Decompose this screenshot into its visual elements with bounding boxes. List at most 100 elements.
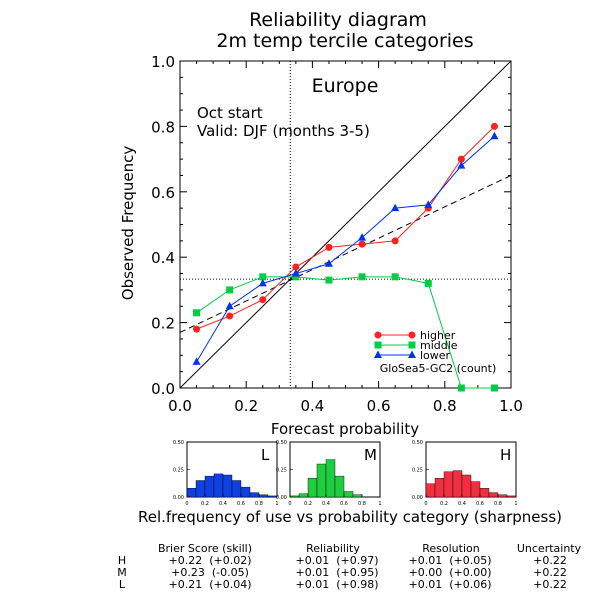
- data-point-lower: [192, 357, 201, 365]
- stats-row-label-M: M: [117, 566, 127, 579]
- data-point-higher: [490, 122, 498, 130]
- sharpness-x-tick-label: 0.4: [322, 501, 330, 507]
- sharpness-bar: [307, 478, 318, 498]
- data-point-lower: [457, 161, 466, 169]
- sharpness-x-tick-label: 0.8: [255, 501, 263, 507]
- legend-label-lower: lower: [420, 349, 451, 362]
- sharpness-bar: [343, 491, 354, 498]
- sharpness-x-tick-label: 0: [288, 501, 291, 507]
- data-point-middle: [292, 273, 300, 281]
- sharpness-x-tick-label: 0.4: [219, 501, 227, 507]
- y-tick-label: 0.0: [151, 380, 175, 398]
- y-tick-label: 0.8: [151, 118, 175, 136]
- data-point-middle: [391, 273, 399, 281]
- sharpness-category-label: L: [261, 446, 270, 464]
- data-point-lower: [258, 278, 267, 287]
- x-tick-label: 1.0: [499, 397, 523, 415]
- legend-marker-higher: [374, 331, 382, 339]
- stats-cell: +0.23 (-0.05): [171, 566, 249, 579]
- sharpness-bar: [325, 459, 336, 498]
- stats-header-resolution: Resolution: [422, 542, 480, 555]
- data-point-middle: [490, 384, 498, 392]
- sharpness-title: Rel.frequency of use vs probability cate…: [138, 508, 562, 526]
- legend-marker-middle: [374, 341, 382, 349]
- sharpness-bar: [488, 492, 499, 498]
- sharpness-panel-H: H 0.50 0.25 0.000 0.2 0.4 0.6 0.8 1: [412, 440, 518, 507]
- data-point-higher: [259, 296, 267, 304]
- sharpness-x-tick-label: 1: [378, 501, 381, 507]
- data-point-lower: [324, 259, 333, 267]
- data-point-higher: [292, 263, 300, 271]
- sharpness-bar: [452, 470, 463, 498]
- stats-cell: +0.01 (+0.98): [296, 578, 379, 591]
- sharpness-panel-M: M 0.50 0.25 0.000 0.2 0.4 0.6 0.8 1: [276, 440, 382, 507]
- data-point-middle: [457, 384, 465, 392]
- sharpness-bar: [479, 488, 490, 498]
- start-label: Oct start: [197, 104, 263, 122]
- stats-cell: +0.01 (+0.95): [296, 566, 379, 579]
- region-label: Europe: [312, 75, 379, 97]
- data-point-middle: [358, 273, 366, 281]
- data-point-middle: [259, 273, 267, 281]
- sharpness-y-tick-label: 0.50: [412, 440, 423, 446]
- legend-label-higher: higher: [420, 329, 456, 342]
- sharpness-bar: [186, 488, 197, 498]
- chart-title: Reliability diagram: [249, 9, 427, 31]
- sharpness-x-tick-label: 0.4: [458, 501, 466, 507]
- stats-cell: +0.21 (+0.04): [169, 578, 252, 591]
- data-point-middle: [424, 279, 432, 287]
- valid-label: Valid: DJF (months 3-5): [197, 122, 370, 140]
- sharpness-x-tick-label: 0.6: [237, 501, 245, 507]
- sharpness-x-tick-label: 0: [424, 501, 427, 507]
- data-point-lower: [225, 301, 234, 310]
- sharpness-bar: [231, 480, 242, 498]
- series-line-higher: [196, 126, 495, 330]
- chart-subtitle: 2m temp tercile categories: [216, 30, 473, 52]
- data-point-lower: [358, 233, 367, 241]
- stats-table: Brier Score (skill) Reliability Resoluti…: [117, 542, 581, 591]
- stats-header-reliability: Reliability: [306, 542, 360, 555]
- x-tick-label: 0.0: [168, 397, 192, 415]
- sharpness-x-tick-label: 0: [185, 501, 188, 507]
- stats-cell: +0.01 (+0.06): [409, 578, 492, 591]
- stats-cell: +0.22 (+0.02): [169, 554, 252, 567]
- legend-label-middle: middle: [420, 339, 458, 352]
- y-tick-label: 0.2: [151, 315, 175, 333]
- sharpness-x-tick-label: 0.8: [494, 501, 502, 507]
- sharpness-bar: [204, 475, 215, 498]
- data-point-lower: [490, 131, 499, 140]
- series-line-middle: [196, 276, 495, 389]
- perfect-reliability-line: [179, 60, 512, 389]
- data-point-lower: [291, 269, 300, 277]
- stats-row-label-H: H: [118, 554, 126, 567]
- legend-marker-higher: [408, 331, 416, 339]
- stats-cell: +0.00 (+0.00): [409, 566, 492, 579]
- sharpness-x-tick-label: 0.8: [358, 501, 366, 507]
- sharpness-y-tick-label: 0.25: [173, 468, 184, 474]
- x-tick-label: 0.8: [433, 397, 457, 415]
- sharpness-bar: [352, 494, 363, 498]
- sharpness-y-tick-label: 0.50: [173, 440, 184, 446]
- data-point-higher: [457, 155, 465, 163]
- data-point-higher: [391, 237, 399, 245]
- y-tick-label: 0.6: [151, 184, 175, 202]
- sharpness-x-tick-label: 1: [275, 501, 278, 507]
- sharpness-bar: [470, 481, 481, 498]
- x-tick-label: 0.6: [367, 397, 391, 415]
- stats-cell: +0.22: [533, 566, 567, 579]
- data-point-middle: [193, 309, 201, 317]
- sharpness-x-tick-label: 0.6: [476, 501, 484, 507]
- sharpness-bar: [298, 493, 309, 498]
- sharpness-x-tick-label: 0.6: [340, 501, 348, 507]
- sharpness-bar: [497, 494, 508, 498]
- data-point-higher: [358, 240, 366, 248]
- stats-header-uncertainty: Uncertainty: [517, 542, 582, 555]
- sharpness-bar: [443, 471, 454, 498]
- sharpness-x-tick-label: 0.2: [201, 501, 209, 507]
- stats-cell: +0.01 (+0.05): [409, 554, 492, 567]
- stats-cell: +0.01 (+0.97): [296, 554, 379, 567]
- sharpness-y-tick-label: 0.00: [173, 495, 184, 501]
- sharpness-bar: [258, 494, 269, 498]
